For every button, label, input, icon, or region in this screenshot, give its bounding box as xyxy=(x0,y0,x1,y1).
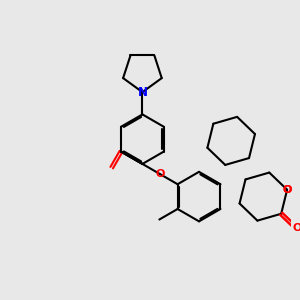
Text: O: O xyxy=(292,224,300,233)
Text: O: O xyxy=(282,185,292,195)
Text: O: O xyxy=(155,169,165,179)
Text: O: O xyxy=(282,185,292,195)
Text: N: N xyxy=(137,85,147,99)
